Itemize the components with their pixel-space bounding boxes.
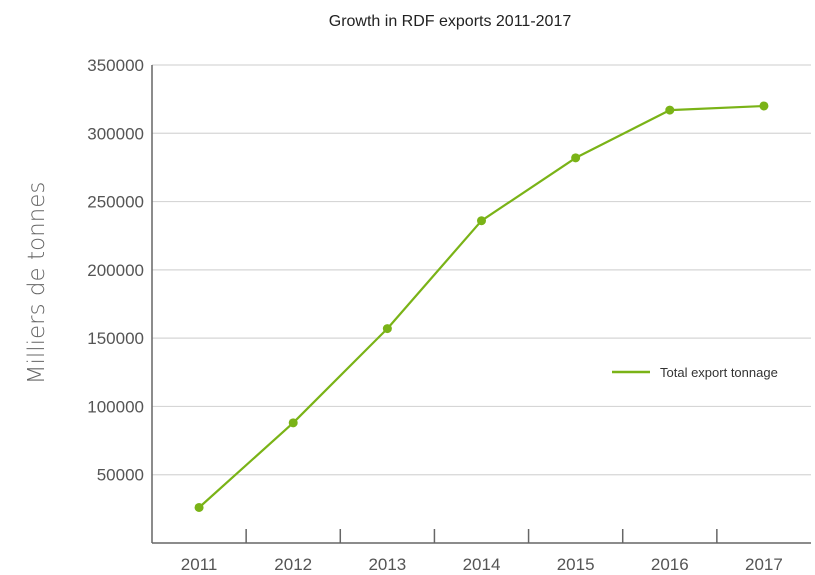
x-tick-label: 2011 <box>181 555 218 574</box>
x-tick-label: 2017 <box>745 555 783 574</box>
x-tick-label: 2014 <box>463 555 501 574</box>
legend: Total export tonnage <box>612 365 778 380</box>
y-tick-label: 150000 <box>87 329 144 348</box>
chart-title: Growth in RDF exports 2011-2017 <box>329 13 572 30</box>
gridlines <box>152 64 811 476</box>
data-point <box>665 105 675 115</box>
y-tick-label: 350000 <box>87 56 144 75</box>
x-tick-label: 2016 <box>651 555 689 574</box>
series-line <box>198 104 764 509</box>
data-point <box>288 418 298 428</box>
y-axis-title: Milliers de tonnes <box>24 182 50 385</box>
legend-label: Total export tonnage <box>660 365 778 380</box>
y-tick-label: 50000 <box>97 466 144 485</box>
x-tick-label: 2012 <box>274 555 312 574</box>
y-axis-ticks: 50000 100000 150000 200000 250000 300000 35000… <box>87 56 144 485</box>
y-tick-label: 100000 <box>87 397 144 416</box>
x-axis: 2011 2012 2013 2014 2015 2016 2017 <box>151 65 811 574</box>
data-point <box>477 216 486 226</box>
y-tick-label: 250000 <box>87 193 144 212</box>
data-point <box>571 153 581 163</box>
x-tick-label: 2013 <box>368 555 406 574</box>
x-tick-label: 2015 <box>557 555 595 574</box>
y-tick-label: 300000 <box>87 124 144 143</box>
data-point <box>382 324 392 334</box>
y-tick-label: 200000 <box>87 261 144 280</box>
series-layer <box>194 101 769 512</box>
data-point <box>759 101 769 111</box>
data-point <box>194 502 204 512</box>
